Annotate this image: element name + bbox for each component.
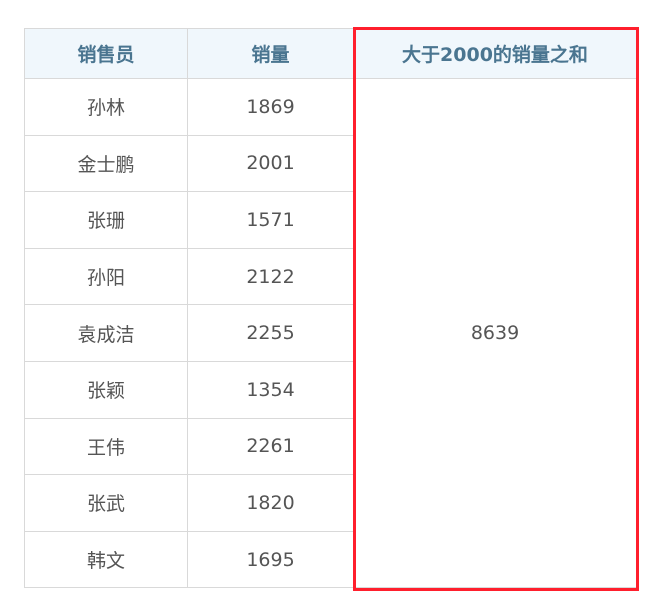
salesperson-cell: 张珊 [24, 191, 188, 249]
sales-cell: 1869 [187, 78, 354, 136]
salesperson-cell: 王伟 [24, 417, 188, 476]
salesperson-cell: 金士鹏 [24, 134, 188, 193]
table-row: 袁成洁 2255 [24, 304, 637, 362]
table-row: 孙林 1869 8639 [24, 77, 637, 589]
header-sum-over-2000: 大于2000的销量之和 [353, 28, 637, 79]
sales-cell: 1820 [187, 474, 354, 532]
sum-cell: 8639 [353, 77, 637, 589]
sales-cell: 2255 [187, 304, 354, 362]
salesperson-cell: 袁成洁 [24, 304, 188, 362]
sales-cell: 2122 [187, 247, 354, 306]
table-row: 张珊 1571 [24, 191, 637, 249]
salesperson-cell: 孙阳 [24, 247, 188, 306]
header-sales: 销量 [187, 28, 354, 79]
table-row: 张武 1820 [24, 474, 637, 532]
salesperson-cell: 孙林 [24, 78, 188, 136]
table-row: 孙阳 2122 [24, 247, 637, 306]
salesperson-cell: 张武 [24, 474, 188, 532]
sales-cell: 2261 [187, 417, 354, 476]
table-row: 韩文 1695 [24, 530, 637, 589]
sales-cell: 1571 [187, 191, 354, 249]
table-row: 王伟 2261 [24, 417, 637, 476]
salesperson-cell: 张颖 [24, 360, 188, 419]
table-row: 张颖 1354 [24, 360, 637, 419]
sales-cell: 1695 [187, 530, 354, 589]
sales-cell: 1354 [187, 360, 354, 419]
salesperson-cell: 韩文 [24, 530, 188, 589]
sales-table: 销售员 销量 大于2000的销量之和 孙林 1869 8639 金士鹏 2001 张珊 15… [24, 28, 637, 589]
table-row: 金士鹏 2001 [24, 134, 637, 193]
sales-cell: 2001 [187, 134, 354, 193]
header-salesperson: 销售员 [24, 28, 188, 79]
